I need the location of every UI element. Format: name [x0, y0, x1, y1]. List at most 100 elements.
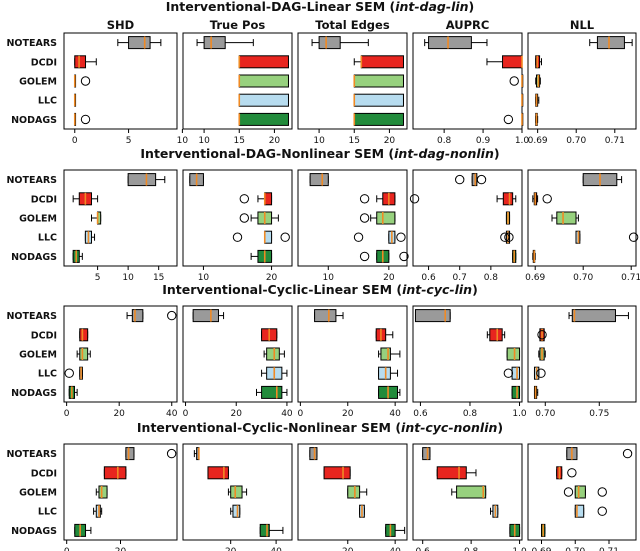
- box-golem: [263, 347, 285, 361]
- box-golem: [238, 74, 289, 88]
- outlier-point: [80, 114, 91, 125]
- panel-auprc-row-3: 0.6 0.8 1.0: [412, 305, 527, 419]
- box-body: [574, 485, 586, 499]
- box-llc: [84, 230, 96, 244]
- box-body: [428, 36, 472, 50]
- row-title-italic: int-dag-lin: [395, 0, 468, 14]
- x-tick-label: 20: [225, 547, 237, 551]
- panel-true-pos-row-1: 10 15 20: [182, 32, 293, 146]
- box-dcdi: [79, 328, 89, 342]
- box-notears: [117, 36, 162, 50]
- box-dcdi: [261, 328, 278, 342]
- box-body: [571, 309, 616, 323]
- x-tick-label: 0.6: [413, 409, 428, 419]
- outlier-point: [628, 232, 639, 242]
- outlier-point: [280, 232, 290, 242]
- x-tick-label: 20: [266, 273, 278, 283]
- column-header-true-pos: True Pos: [210, 18, 266, 32]
- row-title-italic: int-cyc-nonlin: [401, 420, 497, 435]
- box-golem: [73, 74, 91, 88]
- box-body: [261, 385, 283, 399]
- box-nodags: [238, 112, 289, 126]
- x-tick-label: 0.70: [566, 136, 586, 146]
- box-notears: [424, 36, 488, 50]
- x-tick-label: 0.7: [453, 273, 467, 283]
- box-llc: [533, 366, 546, 380]
- panel-frame: [297, 169, 408, 267]
- box-dcdi: [359, 192, 396, 206]
- box-notears: [311, 36, 369, 50]
- box-llc: [503, 366, 521, 380]
- box-body: [574, 504, 585, 518]
- method-label-notears: NOTEARS: [6, 449, 57, 460]
- x-tick-label: 0.6: [421, 273, 436, 283]
- method-label-llc: LLC: [38, 96, 57, 107]
- panel-shd-row-2: 5 10 15: [63, 169, 178, 283]
- box-notears: [314, 309, 344, 323]
- column-header-nll: NLL: [570, 18, 595, 32]
- x-tick-label: 0: [298, 409, 304, 419]
- box-dcdi: [323, 466, 351, 480]
- method-label-golem: GOLEM: [19, 488, 57, 499]
- outlier-point: [567, 468, 577, 478]
- box-golem: [505, 211, 511, 225]
- box-notears: [566, 447, 633, 461]
- x-tick-label: 0: [72, 136, 78, 146]
- x-tick-label: 0.71: [621, 273, 640, 283]
- box-nodags: [509, 523, 521, 537]
- box-notears: [422, 447, 431, 461]
- x-tick-label: 15: [153, 273, 164, 283]
- x-tick-label: 0.8: [484, 273, 499, 283]
- box-dcdi: [409, 192, 517, 206]
- x-tick-label: 5: [126, 136, 132, 146]
- panel-nll-row-3: 0.70 0.75: [527, 305, 637, 419]
- x-tick-label: 0.69: [528, 136, 548, 146]
- box-body: [266, 347, 280, 361]
- box-nodags: [353, 112, 404, 126]
- outlier-point: [597, 487, 607, 497]
- outlier-point: [503, 368, 514, 378]
- box-notears: [126, 309, 177, 323]
- method-label-dcdi: DCDI: [31, 194, 57, 205]
- box-dcdi: [556, 466, 577, 480]
- box-body: [232, 504, 241, 518]
- box-body: [207, 466, 229, 480]
- panel-frame: [527, 443, 637, 541]
- column-header-auprc: AUPRC: [446, 18, 490, 32]
- box-body: [436, 466, 467, 480]
- outlier-point: [64, 368, 74, 378]
- box-dcdi: [238, 55, 289, 69]
- outlier-point: [504, 232, 514, 242]
- box-body: [203, 36, 226, 50]
- x-tick-label: 0.8: [463, 409, 478, 419]
- panel-true-pos-row-2: 10 20: [182, 169, 293, 283]
- box-body: [314, 309, 337, 323]
- box-body: [259, 523, 270, 537]
- box-body: [127, 173, 157, 187]
- box-dcdi: [72, 192, 99, 206]
- row-title-text: Interventional-DAG-Nonlinear SEM (: [140, 146, 394, 161]
- outlier-point: [509, 76, 519, 86]
- box-llc: [574, 504, 607, 518]
- box-body: [456, 485, 487, 499]
- x-tick-label: 15: [349, 136, 360, 146]
- box-notears: [189, 173, 204, 187]
- x-tick-label: 20: [383, 273, 395, 283]
- panel-shd-row-3: 0 20 40: [63, 305, 178, 419]
- x-tick-label: 10: [323, 273, 335, 283]
- box-llc: [490, 504, 499, 518]
- outlier-point: [80, 76, 91, 86]
- method-label-llc: LLC: [38, 369, 57, 380]
- panel-frame: [527, 32, 637, 130]
- x-tick-label: 20: [384, 136, 396, 146]
- box-nodags: [250, 249, 273, 263]
- box-nodags: [541, 523, 546, 537]
- x-tick-label: 15: [234, 136, 245, 146]
- x-tick-label: 10: [177, 136, 189, 146]
- outlier-point: [455, 174, 465, 185]
- box-body: [125, 447, 135, 461]
- row-title-text: Interventional-Cyclic-Linear SEM (: [162, 282, 402, 297]
- box-body: [360, 55, 404, 69]
- panel-frame: [63, 305, 178, 403]
- box-golem: [506, 347, 521, 361]
